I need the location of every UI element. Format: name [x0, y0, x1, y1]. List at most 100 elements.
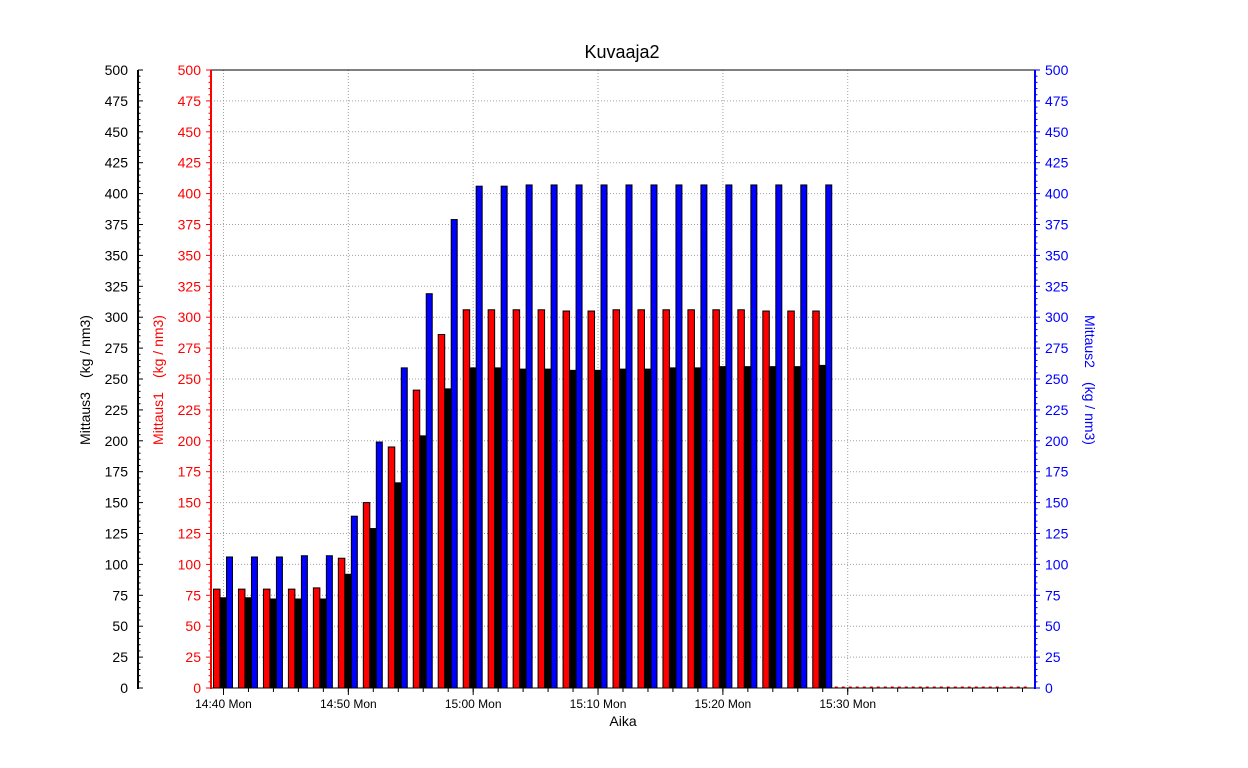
- tick-label: 400: [178, 186, 202, 202]
- bar-mittaus2: [625, 184, 633, 689]
- bar-mittaus3: [344, 573, 352, 689]
- tick-label: 125: [105, 526, 129, 542]
- bar-mittaus2: [425, 293, 433, 689]
- tick-label: 225: [178, 402, 202, 418]
- axis-mittaus2: 0 25 50 75 100 125 150 175 200 225 250 275 300 325 350…: [1034, 62, 1069, 696]
- tick-label: 25: [112, 649, 128, 665]
- axis-title-mittaus2-unit: (kg / nm3): [1082, 382, 1098, 445]
- bar-mittaus1: [687, 309, 695, 689]
- bar-mittaus1: [712, 309, 720, 689]
- bar-mittaus1: [537, 309, 546, 689]
- bar-mittaus1: [287, 588, 296, 689]
- bar-mittaus1: [462, 309, 471, 689]
- bar-mittaus3: [668, 367, 677, 689]
- tick-label: 475: [178, 93, 202, 109]
- tick-label: 50: [1045, 618, 1061, 634]
- tick-label: 325: [178, 278, 202, 294]
- tick-label: 300: [178, 309, 202, 325]
- bar-mittaus2: [750, 184, 758, 689]
- x-tick-label: 14:50 Mon: [320, 697, 377, 711]
- bars: [212, 184, 833, 689]
- axis-title-mittaus2-name: Mittaus2: [1082, 315, 1098, 368]
- tick-label: 75: [112, 587, 128, 603]
- tick-label: 350: [1045, 247, 1069, 263]
- tick-label: 500: [105, 62, 129, 78]
- bar-mittaus3: [219, 597, 227, 689]
- bar-mittaus1: [412, 389, 421, 689]
- axis-title-mittaus3-unit: (kg / nm3): [77, 315, 93, 378]
- axis-title-mittaus2: Mittaus2 (kg / nm3): [1082, 315, 1098, 445]
- tick-label: 375: [178, 217, 202, 233]
- tick-label: 425: [1045, 155, 1069, 171]
- tick-label: 75: [185, 587, 201, 603]
- bar-mittaus3: [743, 366, 752, 689]
- bar-mittaus1: [637, 309, 645, 689]
- bar-mittaus3: [793, 366, 802, 689]
- tick-label: 0: [1045, 680, 1053, 696]
- bar-mittaus3: [643, 368, 652, 689]
- bar-mittaus1: [487, 309, 496, 689]
- x-axis-title: Aika: [609, 713, 636, 729]
- bar-mittaus1: [312, 587, 321, 689]
- bar-mittaus3: [469, 367, 477, 689]
- tick-label: 50: [185, 618, 201, 634]
- tick-label: 250: [1045, 371, 1069, 387]
- bar-mittaus2: [450, 219, 458, 689]
- bar-mittaus2: [300, 555, 308, 689]
- bar-mittaus2: [550, 184, 558, 689]
- tick-label: 225: [105, 402, 129, 418]
- tick-label: 200: [1045, 433, 1069, 449]
- bar-mittaus1: [737, 309, 745, 689]
- bar-mittaus2: [675, 184, 683, 689]
- bar-mittaus3: [319, 598, 327, 689]
- tick-label: 375: [105, 217, 129, 233]
- tick-label: 275: [105, 340, 129, 356]
- bar-mittaus1: [512, 309, 521, 689]
- tick-label: 500: [178, 62, 202, 78]
- bar-mittaus2: [275, 556, 283, 689]
- bar-mittaus2: [575, 184, 583, 689]
- x-tick-label: 15:30 Mon: [819, 697, 876, 711]
- bar-mittaus3: [294, 598, 302, 689]
- tick-label: 100: [178, 556, 202, 572]
- x-tick-label: 14:40 Mon: [195, 697, 252, 711]
- bar-mittaus1: [212, 588, 221, 689]
- tick-label: 100: [105, 556, 129, 572]
- chart-title: Kuvaaja2: [584, 42, 659, 62]
- bar-mittaus3: [619, 368, 627, 689]
- bar-mittaus3: [818, 364, 827, 689]
- tick-label: 125: [178, 526, 202, 542]
- bar-mittaus2: [525, 184, 533, 689]
- axis-title-mittaus3: Mittaus3 (kg / nm3): [77, 315, 93, 445]
- bar-mittaus3: [718, 366, 727, 689]
- tick-label: 325: [1045, 278, 1069, 294]
- tick-label: 300: [105, 309, 129, 325]
- tick-label: 500: [1045, 62, 1069, 78]
- tick-label: 450: [1045, 124, 1069, 140]
- x-tick-label: 15:20 Mon: [695, 697, 752, 711]
- bar-mittaus3: [269, 598, 277, 689]
- tick-label: 25: [185, 649, 201, 665]
- tick-label: 350: [178, 247, 202, 263]
- tick-label: 0: [193, 680, 201, 696]
- bar-mittaus3: [419, 435, 427, 689]
- tick-label: 225: [1045, 402, 1069, 418]
- tick-label: 325: [105, 278, 129, 294]
- bar-mittaus2: [600, 184, 608, 689]
- bar-mittaus1: [337, 557, 346, 689]
- tick-label: 275: [1045, 340, 1069, 356]
- tick-label: 75: [1045, 587, 1061, 603]
- bar-mittaus2: [400, 367, 408, 689]
- tick-label: 150: [105, 495, 129, 511]
- tick-label: 200: [105, 433, 129, 449]
- tick-label: 450: [178, 124, 202, 140]
- x-tick-label: 15:10 Mon: [570, 697, 627, 711]
- tick-label: 375: [1045, 217, 1069, 233]
- bar-mittaus1: [612, 309, 620, 689]
- tick-label: 0: [120, 680, 128, 696]
- bar-mittaus3: [444, 388, 452, 689]
- bar-mittaus2: [700, 184, 708, 689]
- bar-mittaus2: [325, 555, 333, 689]
- tick-label: 275: [178, 340, 202, 356]
- tick-label: 350: [105, 247, 129, 263]
